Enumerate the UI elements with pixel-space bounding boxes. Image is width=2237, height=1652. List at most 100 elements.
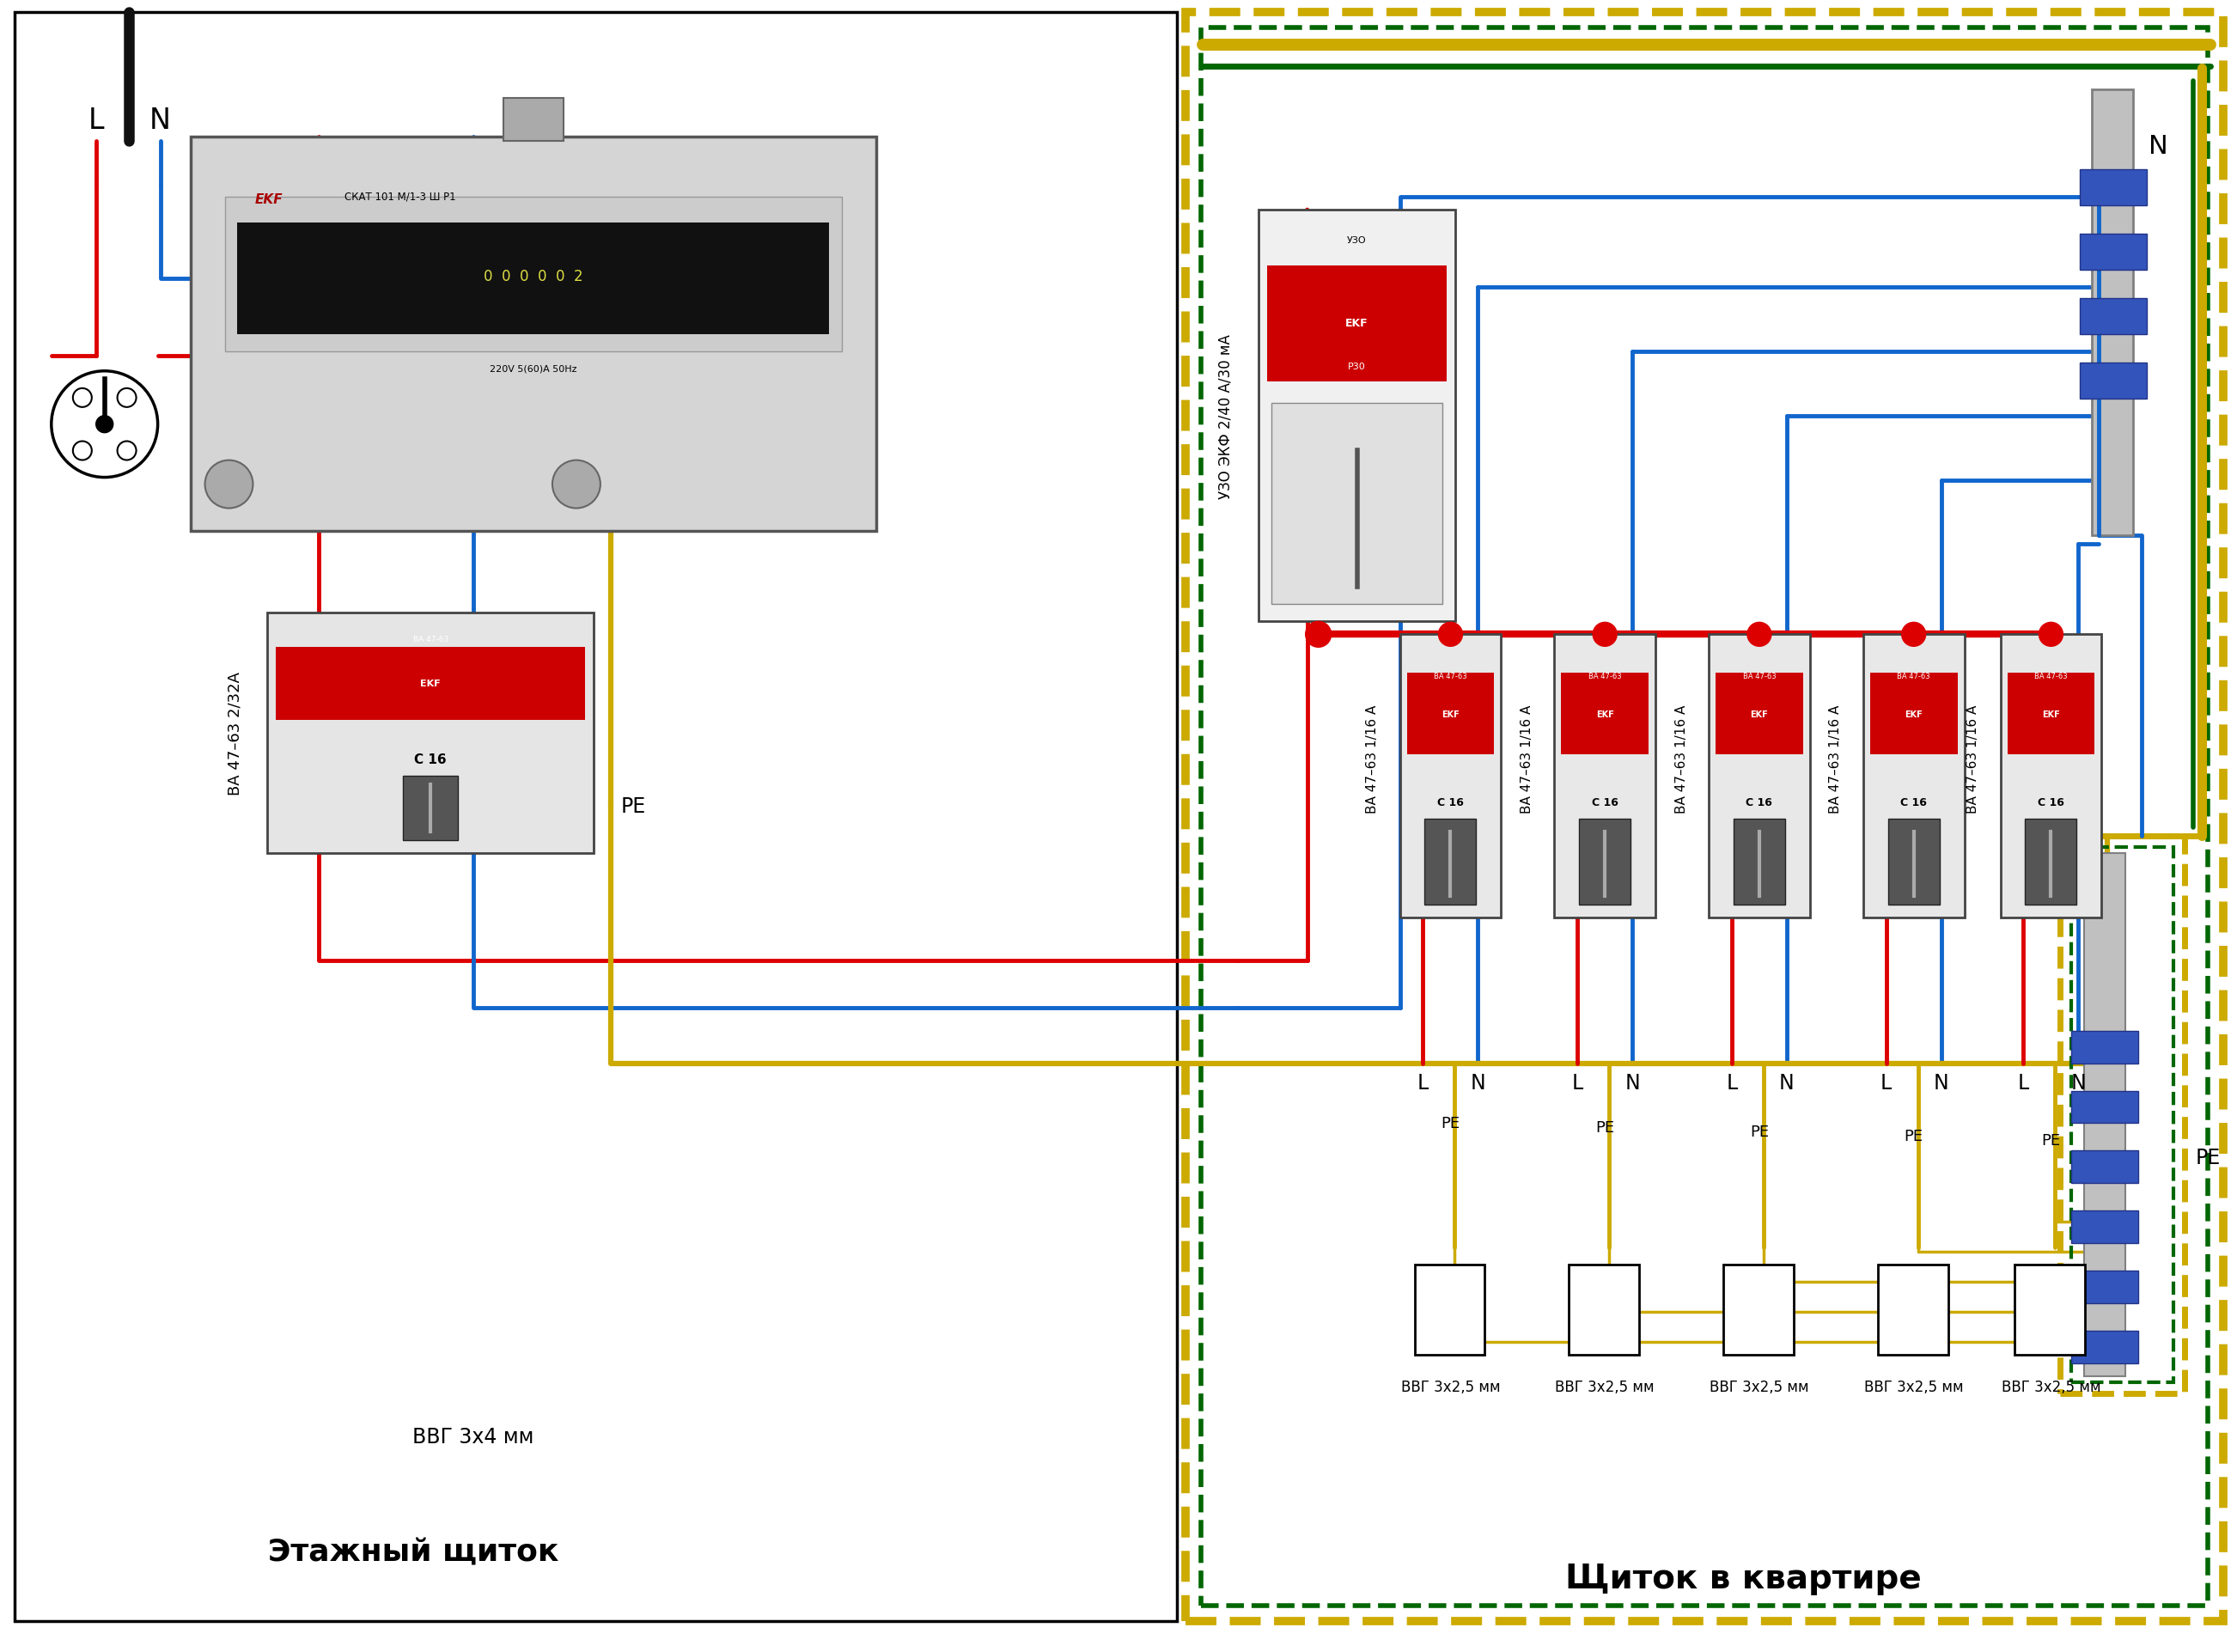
Text: ВА 47–63 1/16 А: ВА 47–63 1/16 А <box>1830 705 1841 813</box>
Text: EKF: EKF <box>255 193 282 206</box>
Bar <box>1863 634 1964 919</box>
Text: ВВГ 3х2,5 мм: ВВГ 3х2,5 мм <box>1400 1379 1501 1394</box>
Text: EKF: EKF <box>1344 317 1369 329</box>
Bar <box>1201 28 2208 1606</box>
Circle shape <box>206 461 253 509</box>
Text: ВА 47–63 1/16 А: ВА 47–63 1/16 А <box>1521 705 1532 813</box>
Text: N: N <box>2071 1072 2087 1092</box>
Text: C 16: C 16 <box>2038 796 2065 808</box>
Bar <box>190 137 877 532</box>
Circle shape <box>553 461 600 509</box>
Text: L: L <box>1881 1072 1893 1092</box>
Bar <box>1186 13 2224 1621</box>
Bar <box>2085 854 2125 1376</box>
Bar <box>2071 1090 2139 1123</box>
Text: C 16: C 16 <box>1747 796 1772 808</box>
Text: EKF: EKF <box>1749 710 1767 719</box>
Text: Щиток в квартире: Щиток в квартире <box>1566 1561 1922 1594</box>
Text: L: L <box>1418 1072 1429 1092</box>
Text: ВА 47-63: ВА 47-63 <box>1434 672 1467 681</box>
Circle shape <box>1901 623 1926 648</box>
Bar <box>1271 403 1443 605</box>
Bar <box>2080 363 2148 400</box>
Text: PE: PE <box>1595 1120 1615 1135</box>
Bar <box>2016 1265 2085 1355</box>
Text: ВВГ 3х2,5 мм: ВВГ 3х2,5 мм <box>2002 1379 2101 1394</box>
Text: N: N <box>1470 1072 1485 1092</box>
Bar <box>1709 634 1810 919</box>
Text: N: N <box>1933 1072 1948 1092</box>
Text: L: L <box>87 106 103 134</box>
Text: ВА 47-63: ВА 47-63 <box>1897 672 1931 681</box>
Circle shape <box>1306 621 1331 648</box>
Bar <box>2071 1151 2139 1183</box>
Bar <box>1568 1265 1640 1355</box>
Circle shape <box>116 441 136 461</box>
Bar <box>224 198 843 352</box>
Text: N: N <box>150 106 170 134</box>
Bar <box>13 13 1177 1621</box>
Text: Этажный щиток: Этажный щиток <box>268 1538 559 1566</box>
Bar <box>2071 1211 2139 1244</box>
Bar <box>1425 819 1476 905</box>
Bar <box>1561 674 1649 755</box>
Text: PE: PE <box>2042 1133 2060 1148</box>
Text: ВВГ 3х2,5 мм: ВВГ 3х2,5 мм <box>1555 1379 1655 1394</box>
Circle shape <box>1438 623 1463 648</box>
Bar <box>2080 170 2148 206</box>
Bar <box>2071 847 2174 1383</box>
Bar <box>2060 836 2186 1394</box>
Text: EKF: EKF <box>2042 710 2060 719</box>
Circle shape <box>1593 623 1617 648</box>
Circle shape <box>51 372 159 477</box>
Text: L: L <box>2018 1072 2029 1092</box>
Circle shape <box>74 388 92 408</box>
Text: P30: P30 <box>1349 362 1367 370</box>
Text: ВА 47-63: ВА 47-63 <box>1743 672 1776 681</box>
Text: N: N <box>1778 1072 1794 1092</box>
Bar <box>1722 1265 1794 1355</box>
Text: EKF: EKF <box>421 679 441 687</box>
Bar <box>2071 1270 2139 1303</box>
Bar <box>2080 299 2148 335</box>
Bar <box>403 776 459 841</box>
Text: ВА 47–63 1/16 А: ВА 47–63 1/16 А <box>1676 705 1687 813</box>
Bar <box>2071 1332 2139 1363</box>
Bar <box>1266 266 1447 382</box>
Text: L: L <box>1727 1072 1738 1092</box>
Text: ВА 47-63: ВА 47-63 <box>1588 672 1622 681</box>
Bar <box>1579 819 1631 905</box>
Bar <box>2080 235 2148 271</box>
Text: PE: PE <box>622 796 646 816</box>
Bar <box>1870 674 1957 755</box>
Bar <box>2071 1031 2139 1064</box>
Text: ВВГ 3х2,5 мм: ВВГ 3х2,5 мм <box>1709 1379 1810 1394</box>
Bar <box>2092 91 2134 537</box>
Bar <box>1877 1265 1948 1355</box>
Bar <box>503 99 564 142</box>
Circle shape <box>116 388 136 408</box>
Text: ВА 47-63: ВА 47-63 <box>2033 672 2067 681</box>
Bar <box>2024 819 2076 905</box>
Bar <box>275 648 584 720</box>
Text: C 16: C 16 <box>1901 796 1926 808</box>
Text: EKF: EKF <box>1904 710 1922 719</box>
Circle shape <box>1747 623 1772 648</box>
Bar <box>1259 210 1456 621</box>
Text: PE: PE <box>1441 1115 1461 1132</box>
Text: УЗО ЭКФ 2/40 А/30 мА: УЗО ЭКФ 2/40 А/30 мА <box>1217 334 1233 499</box>
Text: ВВГ 3х2,5 мм: ВВГ 3х2,5 мм <box>1863 1379 1964 1394</box>
Bar <box>1734 819 1785 905</box>
Bar <box>237 223 830 335</box>
Text: 220V 5(60)A 50Hz: 220V 5(60)A 50Hz <box>490 365 577 373</box>
Text: ВВГ 3х4 мм: ВВГ 3х4 мм <box>412 1426 535 1447</box>
Text: PE: PE <box>1904 1128 1924 1145</box>
Bar <box>2007 674 2094 755</box>
Text: N: N <box>1624 1072 1640 1092</box>
Text: PE: PE <box>1749 1125 1769 1140</box>
Bar <box>1555 634 1655 919</box>
Bar <box>1414 1265 1485 1355</box>
Bar <box>1716 674 1803 755</box>
Circle shape <box>2038 623 2063 648</box>
Bar <box>2000 634 2101 919</box>
